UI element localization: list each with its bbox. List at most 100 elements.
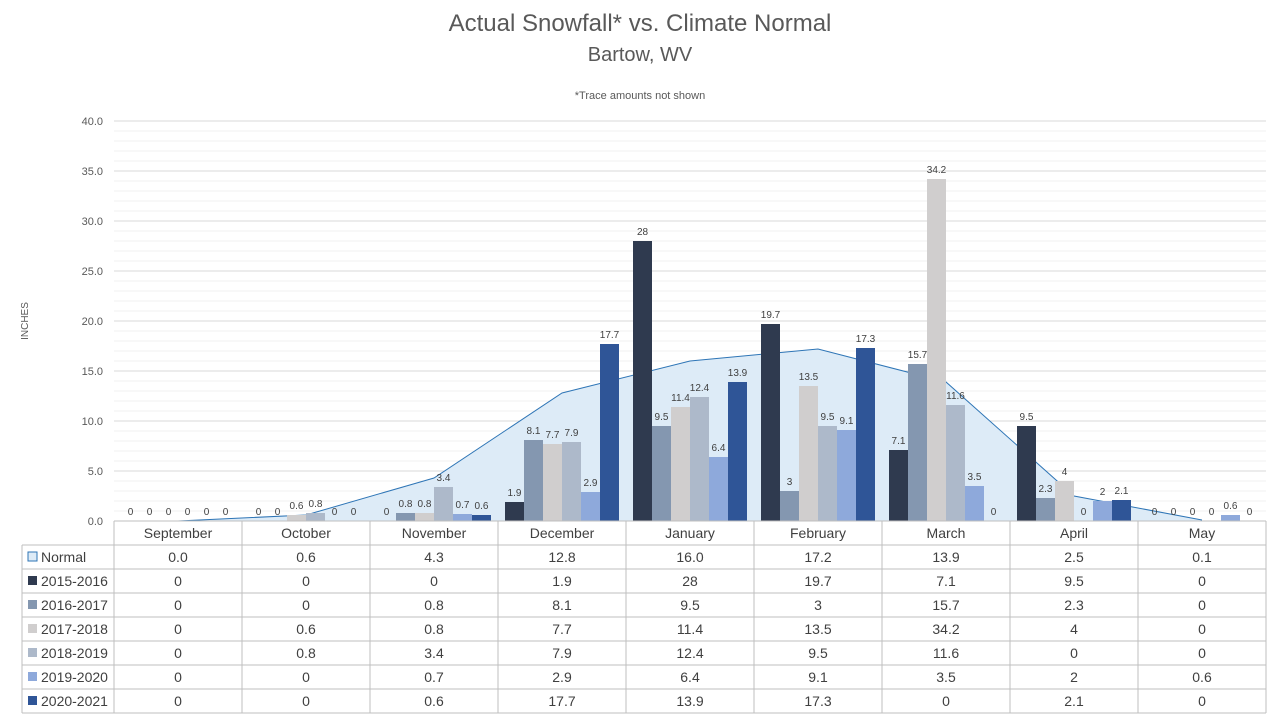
table-cell: 17.7 (548, 693, 575, 709)
legend-label: 2020-2021 (41, 693, 108, 709)
table-cell: 0.8 (424, 621, 444, 637)
table-cell: 19.7 (804, 573, 831, 589)
data-label: 2.9 (584, 478, 598, 489)
y-axis-title: INCHES (20, 302, 31, 340)
legend-key (28, 576, 37, 585)
table-cell: 7.7 (552, 621, 572, 637)
data-label: 9.5 (821, 412, 835, 423)
bar-2016-2017 (396, 513, 415, 521)
bar-2020-2021 (472, 515, 491, 521)
data-label: 11.4 (671, 393, 690, 404)
table-cell: 8.1 (552, 597, 572, 613)
table-cell: 3.4 (424, 645, 444, 661)
legend-label: Normal (41, 549, 86, 565)
table-cell: 0.8 (424, 597, 444, 613)
bar-2015-2016 (889, 450, 908, 521)
bar-2018-2019 (306, 513, 325, 521)
data-label: 2.1 (1115, 486, 1129, 497)
bar-2019-2020 (581, 492, 600, 521)
data-label: 0 (166, 507, 172, 518)
data-label: 0 (384, 507, 390, 518)
x-category-label: May (1189, 525, 1215, 541)
bar-2017-2018 (671, 407, 690, 521)
bar-2019-2020 (453, 514, 472, 521)
table-cell: 15.7 (932, 597, 959, 613)
data-label: 0.6 (290, 501, 304, 512)
bar-2018-2019 (434, 487, 453, 521)
bar-2020-2021 (1112, 500, 1131, 521)
y-tick-label: 30.0 (82, 216, 103, 228)
data-label: 0 (1247, 507, 1253, 518)
table-cell: 0.6 (424, 693, 444, 709)
legend-key (28, 672, 37, 681)
table-cell: 7.1 (936, 573, 956, 589)
data-label: 7.9 (565, 428, 579, 439)
table-cell: 2 (1070, 669, 1078, 685)
table-cell: 13.9 (932, 549, 959, 565)
x-category-label: March (927, 525, 966, 541)
data-label: 0 (185, 507, 191, 518)
data-label: 28 (637, 227, 649, 238)
table-cell: 0.6 (1192, 669, 1212, 685)
legend-label: 2019-2020 (41, 669, 108, 685)
chart-note: *Trace amounts not shown (574, 90, 706, 102)
bar-2017-2018 (543, 444, 562, 521)
bar-2016-2017 (908, 364, 927, 521)
table-cell: 0 (1198, 597, 1206, 613)
bar-2016-2017 (1036, 498, 1055, 521)
table-cell: 4 (1070, 621, 1078, 637)
data-label: 0.8 (399, 499, 413, 510)
table-cell: 0 (1070, 645, 1078, 661)
data-label: 0.6 (475, 501, 489, 512)
data-label: 8.1 (527, 426, 541, 437)
table-cell: 3 (814, 597, 822, 613)
data-label: 15.7 (908, 350, 928, 361)
data-label: 0.7 (456, 500, 470, 511)
y-axis: 0.0 5.0 10.0 15.0 20.0 25.0 30.0 35.0 40.0 INCHES (20, 116, 103, 528)
data-label: 2 (1100, 487, 1106, 498)
table-cell: 0.6 (296, 621, 316, 637)
legend-key (28, 696, 37, 705)
bar-2016-2017 (780, 491, 799, 521)
table-cell: 0 (174, 621, 182, 637)
legend-label: 2017-2018 (41, 621, 108, 637)
data-label: 0 (256, 507, 262, 518)
bar-2015-2016 (633, 241, 652, 521)
data-label: 13.5 (799, 372, 819, 383)
bar-2019-2020 (965, 486, 984, 521)
table-cell: 13.9 (676, 693, 703, 709)
table-cell: 0.0 (168, 549, 188, 565)
y-tick-label: 10.0 (82, 416, 103, 428)
legend-key (28, 648, 37, 657)
table-cell: 28 (682, 573, 698, 589)
table-cell: 17.3 (804, 693, 831, 709)
bar-2019-2020 (837, 430, 856, 521)
table-cell: 0 (942, 693, 950, 709)
table-cell: 0 (1198, 573, 1206, 589)
table-cell: 13.5 (804, 621, 831, 637)
data-label: 17.3 (856, 334, 876, 345)
bar-series (287, 179, 1240, 521)
y-tick-label: 5.0 (88, 466, 103, 478)
data-label: 34.2 (927, 165, 947, 176)
table-cell: 1.9 (552, 573, 572, 589)
data-label: 19.7 (761, 310, 781, 321)
table-cell: 2.9 (552, 669, 572, 685)
data-label: 0 (223, 507, 229, 518)
legend-key (28, 600, 37, 609)
data-label: 17.7 (600, 330, 620, 341)
data-table: September October November December January F… (21, 520, 1267, 714)
x-category-label: January (665, 525, 715, 541)
table-cell: 9.5 (680, 597, 700, 613)
table-cell: 17.2 (804, 549, 831, 565)
data-label: 3 (787, 477, 793, 488)
data-label: 0.8 (418, 499, 432, 510)
table-cell: 0 (302, 693, 310, 709)
data-label: 0 (351, 507, 357, 518)
data-label: 0 (1209, 507, 1215, 518)
bar-2017-2018 (799, 386, 818, 521)
x-category-label: September (144, 525, 213, 541)
y-tick-label: 15.0 (82, 366, 103, 378)
